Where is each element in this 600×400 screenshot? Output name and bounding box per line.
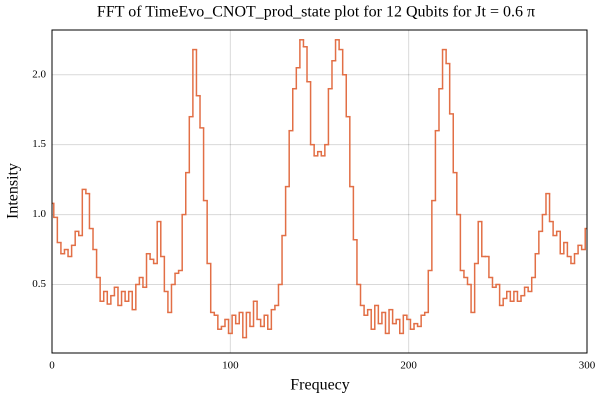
x-axis-label: Frequecy xyxy=(290,377,350,394)
y-tick-label: 0.5 xyxy=(32,278,46,290)
y-tick-label: 2.0 xyxy=(32,68,46,80)
x-tick-label: 100 xyxy=(222,360,239,372)
chart-title: FFT of TimeEvo_CNOT_prod_state plot for … xyxy=(97,4,535,21)
plot-area xyxy=(52,39,587,339)
y-axis-label: Intensity xyxy=(5,163,22,219)
x-tick-label: 0 xyxy=(49,360,55,372)
y-tick-label: 1.5 xyxy=(32,138,46,150)
x-tick-label: 200 xyxy=(400,360,417,372)
y-tick-label: 1.0 xyxy=(32,208,46,220)
x-tick-label: 300 xyxy=(579,360,596,372)
plot-frame xyxy=(51,29,588,354)
